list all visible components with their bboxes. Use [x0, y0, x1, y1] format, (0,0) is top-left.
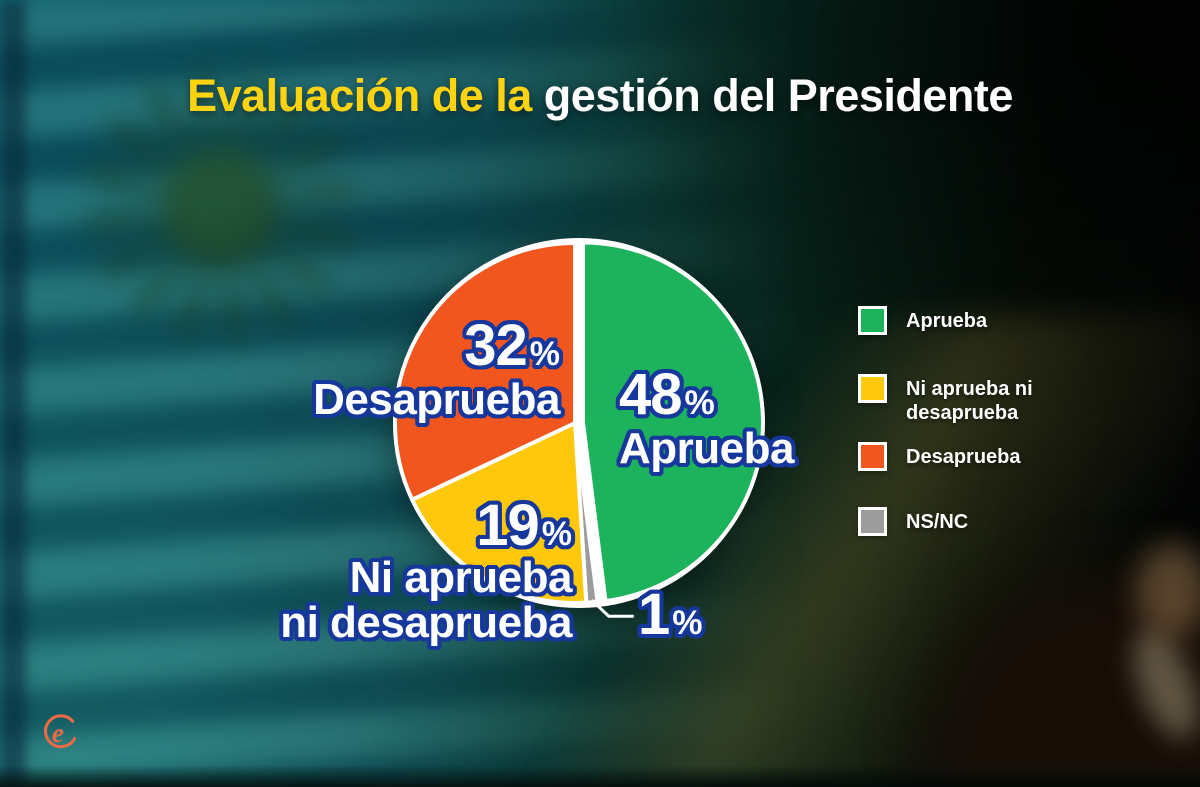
legend: Aprueba Ni aprueba ni desaprueba Desapru…: [858, 306, 1078, 546]
legend-label-desaprueba: Desaprueba: [906, 446, 1021, 468]
brand-logo: e: [43, 714, 77, 749]
nsnc-callout-line: [590, 599, 634, 618]
aprueba-word: Aprueba: [619, 423, 794, 473]
bottom-shade: [0, 765, 1200, 787]
nsnc-percent-sign: %: [672, 604, 703, 642]
legend-swatch-desaprueba: [858, 442, 887, 471]
pie-label-desaprueba: 32% Desaprueba: [313, 317, 560, 424]
desaprueba-number: 32%: [313, 317, 560, 375]
flag-sun-icon: [75, 62, 365, 352]
logo-swoosh: [43, 714, 77, 749]
pie-slice-aprueba: [580, 240, 765, 604]
legend-label-aprueba: Aprueba: [906, 310, 988, 332]
pie-label-nsnc: 1%: [638, 586, 703, 644]
logo-letter: e: [52, 718, 64, 748]
person-face: [1136, 542, 1200, 637]
pie-slice-ni-aprueba-ni-desaprueba: [410, 421, 589, 605]
legend-item-aprueba: Aprueba: [858, 306, 1064, 335]
legend-label-nsnc: NS/NC: [906, 511, 969, 533]
aprueba-number: 48%: [619, 366, 794, 424]
pie-svg: [393, 238, 765, 618]
ni-aprueba-value: 19: [476, 493, 540, 558]
pie-label-aprueba: 48% Aprueba: [619, 366, 794, 473]
page-title: Evaluación de la gestión del Presidente: [0, 70, 1200, 122]
person-silhouette: [890, 537, 1200, 787]
legend-swatch-ni-aprueba: [858, 374, 887, 403]
title-rest: gestión del Presidente: [543, 70, 1014, 121]
aprueba-percent-sign: %: [684, 384, 715, 422]
legend-swatch-aprueba: [858, 306, 887, 335]
pie-slice-desaprueba: [393, 241, 577, 502]
title-highlight: Evaluación de la: [187, 70, 532, 121]
desaprueba-percent-sign: %: [529, 335, 560, 373]
ni-aprueba-word-1: Ni aprueba: [349, 552, 573, 602]
flag-left-edge: [0, 0, 26, 787]
pie-label-ni-aprueba: 19% Ni aprueba ni desaprueba: [280, 497, 573, 647]
ni-aprueba-number: 19%: [280, 497, 572, 555]
nsnc-value: 1: [638, 582, 670, 647]
nsnc-number: 1%: [638, 586, 703, 644]
aprueba-value: 48: [619, 362, 683, 427]
legend-item-nsnc: NS/NC: [858, 507, 1064, 536]
ni-aprueba-word-2: ni desaprueba: [280, 597, 572, 647]
desaprueba-word: Desaprueba: [313, 374, 560, 424]
legend-label-ni-aprueba: Ni aprueba ni desaprueba: [906, 378, 1033, 424]
legend-item-desaprueba: Desaprueba: [858, 442, 1064, 471]
legend-swatch-nsnc: [858, 507, 887, 536]
desaprueba-value: 32: [464, 313, 528, 378]
ni-aprueba-percent-sign: %: [541, 515, 572, 553]
sun-core: [161, 148, 279, 266]
legend-item-ni-aprueba: Ni aprueba ni desaprueba: [858, 374, 1064, 425]
